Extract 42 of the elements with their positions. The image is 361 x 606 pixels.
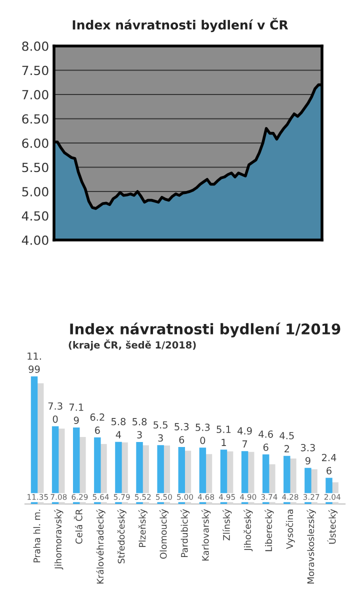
chart-title: Index návratnosti bydlení v ČR xyxy=(72,18,288,32)
y-tick-label: 7.50 xyxy=(22,66,48,76)
x-tick-label: Královéhradecký xyxy=(96,509,106,584)
data-label: 5.53 xyxy=(154,421,168,442)
y-tick-label: 6.50 xyxy=(22,114,48,124)
x-tick-label: Ústecký xyxy=(327,509,338,544)
data-label: 2.46 xyxy=(322,454,336,474)
y-tick-label: 5.50 xyxy=(22,162,48,172)
data-label: 7.19 xyxy=(69,404,84,424)
chart-title: Index návratnosti bydlení 1/2019 xyxy=(70,322,340,338)
data-label: 4.52 xyxy=(280,432,294,452)
data-label: 5.83 xyxy=(132,418,147,438)
data-label: 6.26 xyxy=(90,413,104,434)
data-label: 4.97 xyxy=(238,427,252,448)
x-tick-label: Celá ČR xyxy=(74,509,82,544)
x-tick-label: Moravskoslezský xyxy=(306,509,316,584)
y-tick-label: 7.00 xyxy=(22,90,48,100)
x-tick-label: Pardubický xyxy=(180,509,190,557)
data-label: 3.39 xyxy=(300,444,315,464)
data-label: 5.30 xyxy=(196,424,210,444)
x-tick-label: Jihomoravský xyxy=(54,509,64,570)
y-tick-label: 5.00 xyxy=(22,186,48,196)
x-tick-label: Plzeňský xyxy=(138,509,148,547)
data-label: 4.66 xyxy=(258,430,273,451)
data-label: 5.11 xyxy=(216,426,231,446)
x-tick-label: Jihočeský xyxy=(244,509,253,552)
data-label: 5.84 xyxy=(111,418,126,438)
y-tick-label: 6.00 xyxy=(22,138,48,148)
y-tick-label: 4.00 xyxy=(22,235,48,245)
y-tick-label: 4.50 xyxy=(22,211,48,221)
data-label: 7.30 xyxy=(48,402,62,423)
data-label: 11.99 xyxy=(28,352,41,373)
data-label: 5.36 xyxy=(174,423,189,444)
x-tick-label: Zlínský xyxy=(222,509,232,540)
x-tick-label: Středočeský xyxy=(117,509,126,564)
x-tick-label: Liberecký xyxy=(264,509,274,552)
x-tick-label: Olomoucký xyxy=(159,509,168,559)
chart-subtitle: (kraje ČR, šedě 1/2018) xyxy=(68,339,196,351)
x-tick-label: Karlovarský xyxy=(202,509,211,561)
y-tick-label: 8.00 xyxy=(22,41,48,51)
x-tick-label: Vysočina xyxy=(286,510,295,550)
x-tick-label: Praha hl. m. xyxy=(33,510,40,562)
